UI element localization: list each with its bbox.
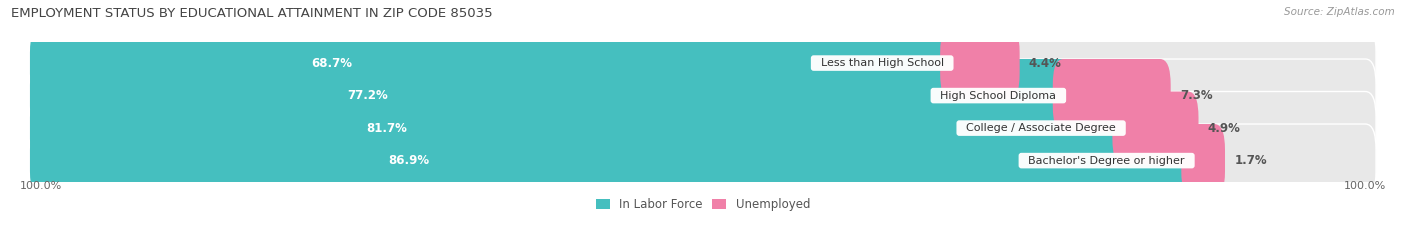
FancyBboxPatch shape [30,27,962,100]
Text: 81.7%: 81.7% [367,122,408,135]
Text: 77.2%: 77.2% [347,89,388,102]
Text: EMPLOYMENT STATUS BY EDUCATIONAL ATTAINMENT IN ZIP CODE 85035: EMPLOYMENT STATUS BY EDUCATIONAL ATTAINM… [11,7,494,20]
Text: 4.4%: 4.4% [1029,57,1062,70]
Legend: In Labor Force, Unemployed: In Labor Force, Unemployed [596,198,810,211]
FancyBboxPatch shape [30,59,1376,132]
FancyBboxPatch shape [30,124,1376,197]
FancyBboxPatch shape [30,92,1376,165]
FancyBboxPatch shape [1181,124,1225,197]
FancyBboxPatch shape [30,27,1376,100]
Text: 1.7%: 1.7% [1234,154,1267,167]
Text: 7.3%: 7.3% [1180,89,1212,102]
Text: 100.0%: 100.0% [20,181,62,191]
FancyBboxPatch shape [1112,92,1198,165]
Text: Source: ZipAtlas.com: Source: ZipAtlas.com [1284,7,1395,17]
FancyBboxPatch shape [941,27,1019,100]
Text: High School Diploma: High School Diploma [934,91,1063,101]
FancyBboxPatch shape [1053,59,1171,132]
FancyBboxPatch shape [30,124,1202,197]
Text: Less than High School: Less than High School [814,58,950,68]
Text: 100.0%: 100.0% [1344,181,1386,191]
Text: 4.9%: 4.9% [1208,122,1240,135]
Text: Bachelor's Degree or higher: Bachelor's Degree or higher [1021,156,1192,166]
Text: 86.9%: 86.9% [388,154,430,167]
Text: College / Associate Degree: College / Associate Degree [959,123,1123,133]
FancyBboxPatch shape [30,59,1074,132]
FancyBboxPatch shape [30,92,1133,165]
Text: 68.7%: 68.7% [311,57,353,70]
